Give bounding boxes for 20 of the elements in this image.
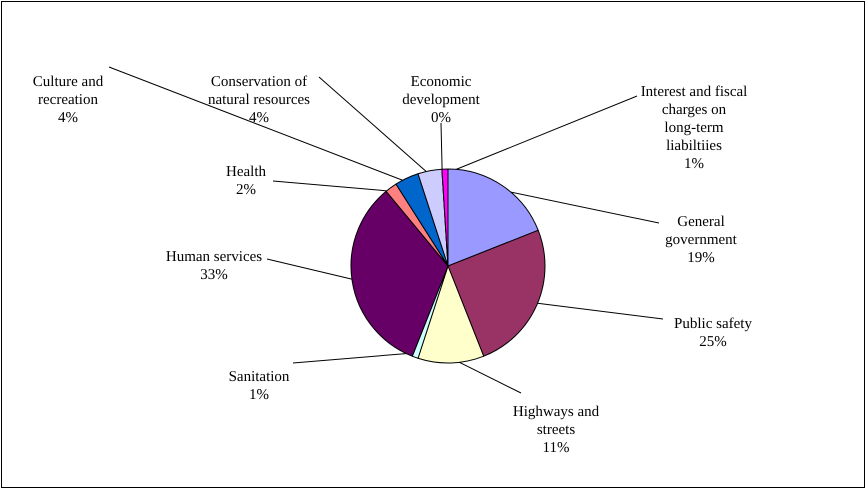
slice-label: Human services [166,249,262,265]
slice-label: Sanitation [228,369,290,385]
category-label: Economic development [402,74,480,108]
slice-label: General government [665,214,738,248]
data-label: 19% [687,250,715,266]
text: 0% [431,110,451,126]
data-label: 2% [236,182,256,198]
slice-label: Interest and fiscal charges on long-term liabiltiies [640,84,748,154]
slice-label: Culture and recreation [32,74,104,108]
slice-label: Highways and streets [512,404,600,438]
data-label: 25% [699,334,727,350]
slice-label: Health [226,164,266,180]
data-label: 4% [58,110,78,126]
slice-label: Conservation of natural resources [208,74,310,108]
data-label: 4% [249,110,269,126]
data-label: 11% [542,440,570,456]
data-label: 33% [200,267,228,283]
data-label: 1% [684,156,704,172]
data-label: 1% [249,387,269,403]
slice-label: Public safety [674,316,752,332]
